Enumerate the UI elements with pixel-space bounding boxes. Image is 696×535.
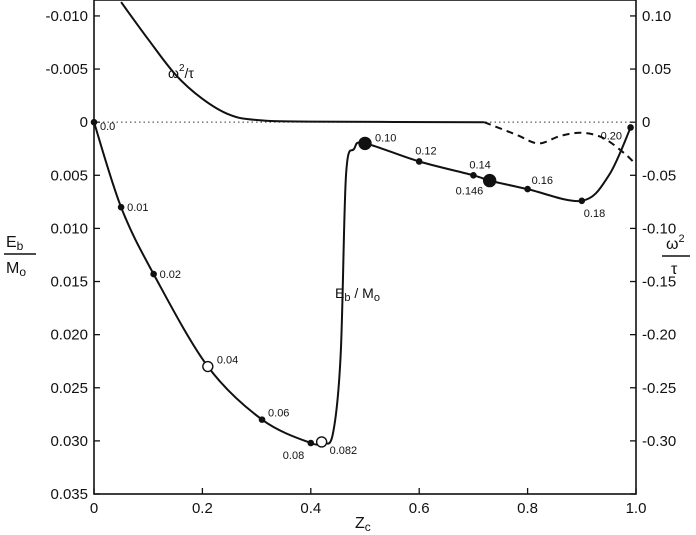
x-tick-label: 1.0	[626, 500, 647, 517]
data-point	[415, 158, 423, 165]
left-tick-label: 0.010	[50, 220, 88, 237]
right-tick-label: 0	[642, 114, 650, 131]
series-line-0	[93, 121, 632, 446]
points-layer: 0.0 0.01 0.02 0.04 0.06 0.08 0.082 0.10 0.12 0.14…	[90, 118, 634, 462]
right-axis-ticks: 0.10 0.05 0 -0.05 -0.10 -0.15 -0.20 -0.25 -0.30	[630, 8, 676, 495]
point-label: 0.02	[160, 269, 181, 281]
data-point	[307, 439, 315, 447]
point-label: 0.16	[532, 175, 553, 187]
data-point	[482, 173, 497, 188]
right-tick-label: -0.25	[642, 380, 676, 397]
x-tick-label: 0.4	[300, 500, 321, 517]
data-point	[524, 185, 531, 193]
left-tick-label: 0.025	[50, 380, 88, 397]
right-tick-label: -0.20	[642, 327, 676, 344]
left-tick-label: 0.020	[50, 327, 88, 344]
data-point	[202, 360, 214, 373]
point-label: 0.14	[469, 159, 490, 171]
left-tick-label: 0.005	[50, 167, 88, 184]
curve-label-omega: ω2/τ	[168, 63, 194, 81]
x-axis-ticks: 0 0.2 0.4 0.6 0.8 1.0	[90, 488, 647, 517]
left-tick-label: 0.035	[50, 486, 88, 503]
data-point	[627, 124, 634, 131]
series-line-2	[483, 121, 637, 166]
curve-label-energy: Eb / Mo	[335, 285, 380, 304]
series-line-1	[120, 1, 485, 124]
point-label: 0.082	[330, 445, 358, 457]
right-tick-label: -0.15	[642, 274, 676, 291]
left-tick-label: -0.005	[45, 61, 88, 78]
left-axis-title: Eb Mo	[4, 234, 36, 279]
data-point	[90, 118, 98, 126]
left-axis-title-bottom: Mo	[6, 260, 26, 279]
point-label: 0.12	[415, 145, 436, 157]
left-tick-label: -0.010	[45, 8, 88, 25]
plot-frame	[93, 0, 637, 495]
left-axis-title-top: Eb	[6, 234, 24, 253]
x-tick-label: 0.8	[517, 500, 538, 517]
left-tick-label: 0.030	[50, 433, 88, 450]
right-tick-label: -0.10	[642, 220, 676, 237]
left-tick-label: 0	[80, 114, 88, 131]
right-axis-title: ω2 τ	[662, 233, 690, 278]
point-label: 0.06	[268, 408, 289, 420]
point-label: 0.20	[601, 130, 622, 142]
curves-layer	[93, 1, 637, 446]
data-point	[470, 171, 477, 179]
x-tick-label: 0	[90, 500, 98, 517]
left-tick-label: 0.015	[50, 274, 88, 291]
data-point	[150, 270, 157, 278]
point-label: 0.0	[100, 121, 115, 133]
point-label: 0.10	[375, 132, 396, 144]
right-tick-label: -0.05	[642, 167, 676, 184]
point-label: 0.04	[217, 355, 238, 367]
data-point	[258, 416, 266, 423]
data-point	[315, 436, 328, 448]
right-tick-label: 0.10	[642, 8, 671, 25]
x-axis-title: Zc	[355, 515, 371, 534]
point-label: 0.146	[456, 186, 484, 198]
x-tick-label: 0.6	[409, 500, 430, 517]
right-axis-title-top: ω2	[666, 233, 685, 253]
data-point	[578, 197, 586, 205]
point-label: 0.01	[127, 202, 148, 214]
right-axis-title-bottom: τ	[671, 261, 678, 278]
data-point	[117, 203, 125, 211]
point-label: 0.08	[283, 450, 304, 462]
right-tick-label: -0.30	[642, 433, 676, 450]
data-point	[358, 136, 372, 151]
point-label: 0.18	[584, 208, 605, 220]
left-axis-ticks: -0.010 -0.005 0 0.005 0.010 0.015 0.020 0.025 0.…	[45, 8, 100, 503]
right-tick-label: 0.05	[642, 61, 671, 78]
x-tick-label: 0.2	[192, 500, 213, 517]
